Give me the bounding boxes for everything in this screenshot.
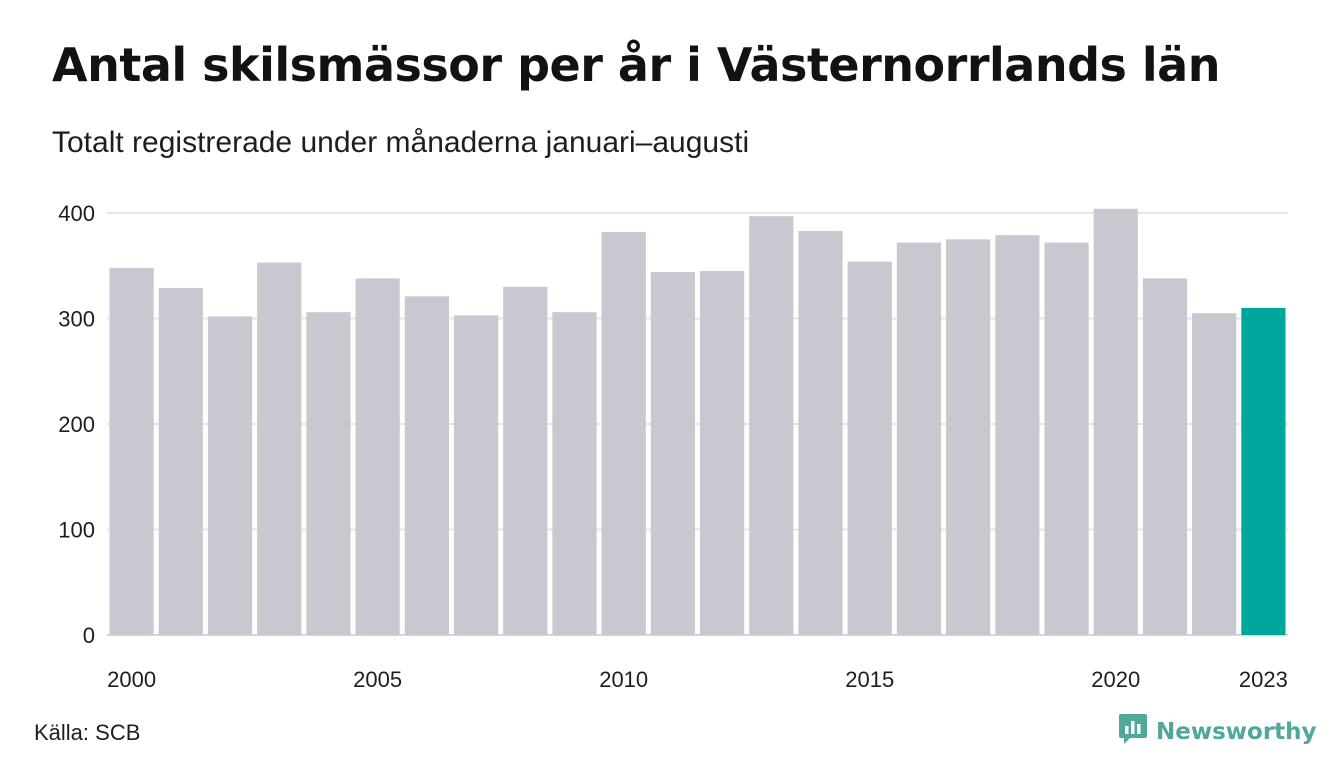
x-tick-label: 2010 [599,667,648,692]
y-tick-label: 200 [58,412,95,437]
chart-subtitle: Totalt registrerade under månaderna janu… [52,126,750,159]
bar-2016 [896,242,942,636]
y-tick-label: 0 [83,623,95,648]
brand-name: Newsworthy [1156,718,1317,745]
bar-2018 [995,235,1040,635]
bar-2019 [1044,242,1089,636]
gridlines [107,212,1288,636]
bar-2015 [847,261,892,635]
x-axis-ticks: 2000 2005 2010 2015 2020 2023 [107,667,1288,692]
bar-2021 [1142,278,1188,635]
x-tick-label: 2023 [1239,667,1288,692]
bars [109,208,1286,636]
chart-title: Antal skilsmässor per år i Västernorrlan… [52,38,1220,92]
bar-2011 [650,272,695,635]
y-tick-label: 400 [58,201,95,226]
x-tick-label: 2005 [353,667,402,692]
source-note: Källa: SCB [34,720,141,745]
y-tick-label: 300 [58,307,95,332]
newsworthy-logo-icon [1118,712,1148,751]
bar-2010 [601,231,646,636]
bar-2014 [798,230,843,635]
bar-2001 [158,287,203,635]
y-tick-label: 100 [58,518,95,543]
bar-2023 [1241,307,1286,635]
x-tick-label: 2015 [845,667,894,692]
brand-logo: Newsworthy [1118,712,1317,751]
bar-2020 [1093,208,1138,635]
bar-2017 [946,239,991,635]
bar-2022 [1192,313,1237,635]
x-tick-label: 2020 [1091,667,1140,692]
x-tick-label: 2000 [107,667,156,692]
bar-2005 [355,278,400,635]
bar-2003 [257,262,302,635]
bar-2000 [109,267,154,635]
bar-2004 [306,312,351,635]
bar-2013 [749,216,794,636]
y-axis-ticks: 0 100 200 300 400 [58,201,95,648]
bar-2009 [552,312,597,635]
bar-2012 [700,271,745,635]
bar-2006 [404,296,449,635]
bar-2007 [453,315,499,635]
bar-2002 [207,316,253,635]
bar-2008 [503,286,548,635]
